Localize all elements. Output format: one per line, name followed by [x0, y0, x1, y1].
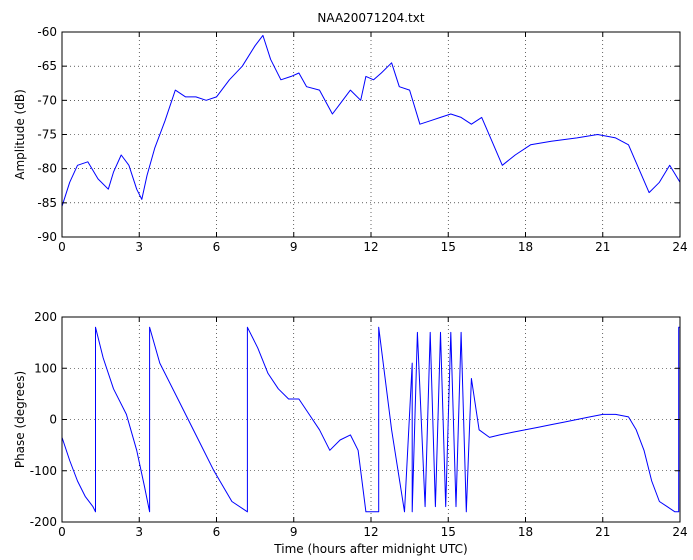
figure-title: NAA20071204.txt	[317, 11, 424, 25]
amplitude-y-tick-label: -80	[37, 162, 57, 176]
amplitude-x-tick-label: 6	[213, 240, 221, 254]
amplitude-y-axis-label: Amplitude (dB)	[13, 89, 27, 180]
phase-y-tick-label: 0	[49, 413, 57, 427]
phase-x-tick-label: 21	[595, 525, 610, 539]
amplitude-axes: 0 3 6 9 12 15 18 21 24 -90 -85 -80 -75 -70 -65 -60 Ampli…	[13, 25, 688, 254]
amplitude-y-tick-label: -65	[37, 59, 57, 73]
amplitude-y-tick-label: -90	[37, 230, 57, 244]
phase-y-axis-label: Phase (degrees)	[13, 371, 27, 468]
phase-series-line-1	[61, 326, 680, 513]
phase-x-axis-label: Time (hours after midnight UTC)	[273, 542, 467, 556]
amplitude-y-tick-label: -60	[37, 25, 57, 39]
phase-x-tick-label: 15	[441, 525, 456, 539]
amplitude-y-tick-label: -85	[37, 196, 57, 210]
amplitude-x-tick-label: 9	[290, 240, 298, 254]
phase-x-tick-label: 3	[135, 525, 143, 539]
phase-y-tick-label: 100	[34, 361, 57, 375]
amplitude-x-tick-label: 24	[672, 240, 687, 254]
amplitude-x-tick-label: 0	[58, 240, 66, 254]
amplitude-series-line-1	[61, 34, 681, 207]
amplitude-x-tick-label: 21	[595, 240, 610, 254]
phase-x-tick-label: 24	[672, 525, 687, 539]
phase-x-tick-label: 12	[363, 525, 378, 539]
amplitude-y-tick-label: -75	[37, 128, 57, 142]
phase-x-tick-label: 6	[213, 525, 221, 539]
amplitude-x-tick-label: 15	[441, 240, 456, 254]
amplitude-x-tick-label: 18	[518, 240, 533, 254]
phase-y-tick-label: 200	[34, 310, 57, 324]
phase-y-tick-label: -200	[30, 515, 57, 529]
phase-x-tick-label: 0	[58, 525, 66, 539]
phase-x-tick-label: 18	[518, 525, 533, 539]
amplitude-x-tick-label: 12	[363, 240, 378, 254]
amplitude-y-tick-label: -70	[37, 93, 57, 107]
amplitude-x-tick-label: 3	[135, 240, 143, 254]
phase-axes: 0 3 6 9 12 15 18 21 24 -200 -100 0 100 200 Phase (degr…	[13, 310, 688, 556]
phase-x-tick-label: 9	[290, 525, 298, 539]
phase-y-tick-label: -100	[30, 464, 57, 478]
